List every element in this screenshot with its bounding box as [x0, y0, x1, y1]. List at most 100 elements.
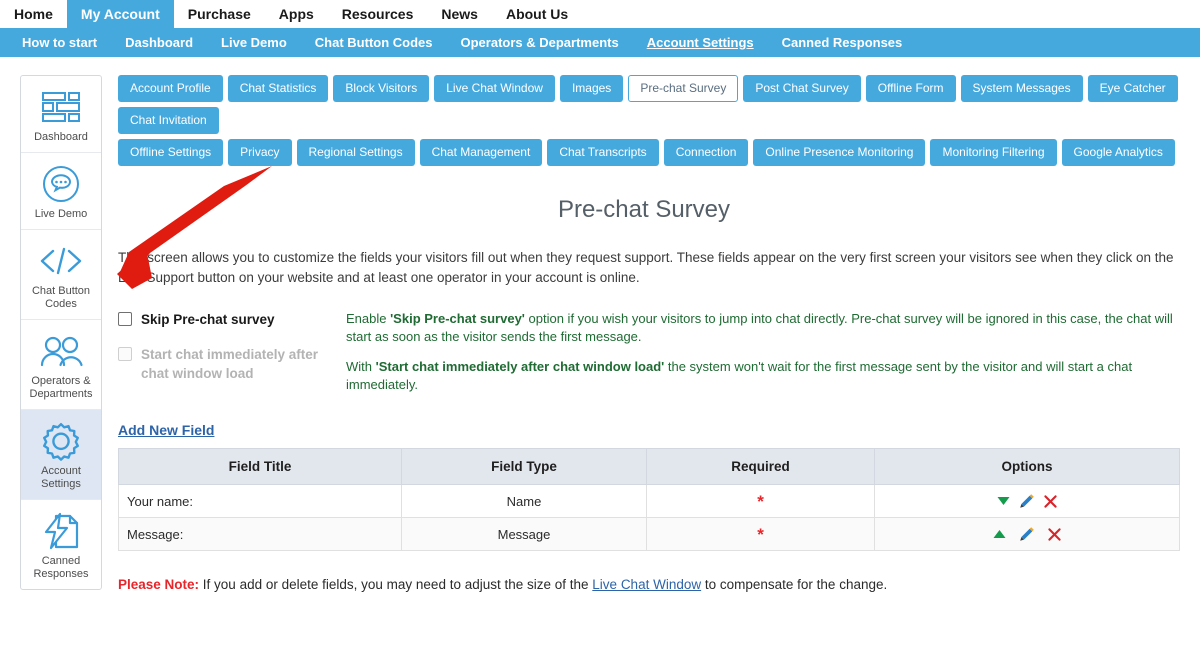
tab-images[interactable]: Images [559, 75, 624, 102]
chat-bubble-circle-icon [25, 163, 97, 205]
note-text-before-link: If you add or delete fields, you may nee… [199, 577, 593, 592]
fields-table: Field Title Field Type Required Options … [118, 448, 1180, 551]
sidebar-item-canned-responses[interactable]: Canned Responses [21, 500, 101, 589]
settings-tabs-row-1: Account Profile Chat Statistics Block Vi… [118, 75, 1200, 134]
skip-survey-option-block: Skip Pre-chat survey Start chat immediat… [118, 310, 1200, 394]
please-note-prefix: Please Note: [118, 577, 200, 592]
main-content: Account Profile Chat Statistics Block Vi… [118, 75, 1200, 594]
sidebar-item-operators-departments[interactable]: Operators & Departments [21, 320, 101, 410]
sidebar-item-account-settings[interactable]: Account Settings [21, 410, 101, 500]
sidebar-item-label: Dashboard [34, 131, 88, 143]
code-brackets-icon [25, 240, 97, 282]
edit-pencil-icon[interactable] [1019, 493, 1035, 509]
sidebar-item-label: Canned Responses [33, 555, 89, 580]
page-title: Pre-chat Survey [557, 196, 731, 223]
add-new-field-link[interactable]: Add New Field [118, 422, 215, 438]
sidebar-item-label: Operators & Departments [29, 375, 93, 400]
cell-field-type: Message [401, 517, 647, 551]
topnav-item-about-us[interactable]: About Us [505, 6, 569, 22]
cell-options [874, 484, 1180, 518]
table-header-row: Field Title Field Type Required Options [118, 448, 1180, 485]
edit-pencil-icon[interactable] [1019, 526, 1035, 542]
tab-system-messages[interactable]: System Messages [960, 75, 1083, 102]
required-asterisk: * [757, 524, 764, 544]
move-up-arrow-icon[interactable] [992, 528, 1007, 540]
lightning-document-icon [25, 510, 97, 552]
tab-offline-form[interactable]: Offline Form [865, 75, 956, 102]
page-body: Dashboard Live Demo [0, 57, 1200, 594]
tab-account-profile[interactable]: Account Profile [118, 75, 223, 102]
main-navigation-bar: Home My Account Purchase Apps Resources … [0, 0, 1200, 28]
tab-privacy[interactable]: Privacy [228, 139, 292, 166]
help-text-column: Enable 'Skip Pre-chat survey' option if … [346, 310, 1200, 394]
cell-field-type: Name [401, 484, 647, 518]
cell-field-title: Message: [118, 517, 402, 551]
tab-chat-invitation[interactable]: Chat Invitation [118, 107, 219, 134]
tab-google-analytics[interactable]: Google Analytics [1061, 139, 1175, 166]
skip-pre-chat-survey-checkbox[interactable] [118, 312, 132, 326]
subnav-item-canned-responses[interactable]: Canned Responses [781, 35, 903, 50]
start-chat-immediately-label: Start chat immediately after chat window… [141, 347, 319, 381]
subnav-item-operators-departments[interactable]: Operators & Departments [460, 35, 619, 50]
tab-eye-catcher[interactable]: Eye Catcher [1087, 75, 1178, 102]
please-note-text: Please Note: If you add or delete fields… [118, 575, 1200, 594]
tab-block-visitors[interactable]: Block Visitors [333, 75, 430, 102]
subnav-item-how-to-start[interactable]: How to start [22, 35, 98, 50]
note-text-after-link: to compensate for the change. [701, 577, 888, 592]
tab-post-chat-survey[interactable]: Post Chat Survey [743, 75, 861, 102]
tab-pre-chat-survey[interactable]: Pre-chat Survey [628, 75, 739, 102]
topnav-item-news[interactable]: News [441, 6, 478, 22]
help-prefix: With [346, 359, 376, 374]
two-people-icon [25, 330, 97, 372]
move-down-arrow-icon[interactable] [996, 495, 1011, 507]
subnav-item-account-settings[interactable]: Account Settings [646, 35, 754, 50]
help-prefix: Enable [346, 311, 391, 326]
cell-options [874, 517, 1180, 551]
sidebar-item-chat-button-codes[interactable]: Chat Button Codes [21, 230, 101, 320]
sidebar-item-dashboard[interactable]: Dashboard [21, 76, 101, 153]
start-chat-immediately-row: Start chat immediately after chat window… [118, 345, 346, 383]
help-suffix: option if you wish your visitors to jump… [346, 311, 1173, 344]
tab-chat-management[interactable]: Chat Management [419, 139, 543, 166]
tab-connection[interactable]: Connection [663, 139, 749, 166]
skip-pre-chat-survey-row[interactable]: Skip Pre-chat survey [118, 310, 346, 329]
delete-x-icon[interactable] [1047, 527, 1062, 542]
subnav-item-live-demo[interactable]: Live Demo [221, 35, 287, 50]
subnav-item-chat-button-codes[interactable]: Chat Button Codes [314, 35, 433, 50]
topnav-item-apps[interactable]: Apps [278, 6, 314, 22]
help-bold: 'Start chat immediately after chat windo… [375, 359, 665, 374]
tab-regional-settings[interactable]: Regional Settings [296, 139, 415, 166]
column-header-field-type: Field Type [401, 448, 647, 485]
settings-tabs-row-2: Offline Settings Privacy Regional Settin… [118, 139, 1200, 166]
intro-paragraph: This screen allows you to customize the … [118, 250, 1174, 285]
start-chat-immediately-checkbox [118, 347, 132, 361]
topnav-item-purchase[interactable]: Purchase [187, 6, 251, 22]
sidebar-item-label: Account Settings [41, 465, 81, 490]
topnav-item-resources[interactable]: Resources [341, 6, 414, 22]
live-chat-window-link[interactable]: Live Chat Window [592, 577, 702, 592]
topnav-item-my-account[interactable]: My Account [66, 0, 174, 28]
topnav-item-home[interactable]: Home [14, 6, 53, 22]
cell-required: * [646, 484, 875, 518]
tab-offline-settings[interactable]: Offline Settings [118, 139, 224, 166]
tab-monitoring-filtering[interactable]: Monitoring Filtering [930, 139, 1057, 166]
sidebar-item-live-demo[interactable]: Live Demo [21, 153, 101, 230]
checkbox-column: Skip Pre-chat survey Start chat immediat… [118, 310, 346, 383]
sidebar-item-label: Live Demo [34, 208, 88, 220]
sidebar-item-label: Chat Button Codes [31, 285, 91, 310]
subnav-item-dashboard[interactable]: Dashboard [125, 35, 194, 50]
tab-live-chat-window[interactable]: Live Chat Window [434, 75, 555, 102]
table-row: Your name: Name * [118, 484, 1180, 518]
tab-online-presence-monitoring[interactable]: Online Presence Monitoring [753, 139, 926, 166]
dashboard-grid-icon [25, 86, 97, 128]
left-sidebar: Dashboard Live Demo [20, 75, 102, 590]
column-header-field-title: Field Title [118, 448, 402, 485]
required-asterisk: * [757, 491, 764, 511]
cell-field-title: Your name: [118, 484, 402, 518]
tab-chat-statistics[interactable]: Chat Statistics [227, 75, 329, 102]
start-chat-immediately-help-text: With 'Start chat immediately after chat … [346, 358, 1200, 394]
delete-x-icon[interactable] [1043, 494, 1058, 509]
column-header-options: Options [874, 448, 1180, 485]
tab-chat-transcripts[interactable]: Chat Transcripts [547, 139, 659, 166]
cell-required: * [646, 517, 875, 551]
